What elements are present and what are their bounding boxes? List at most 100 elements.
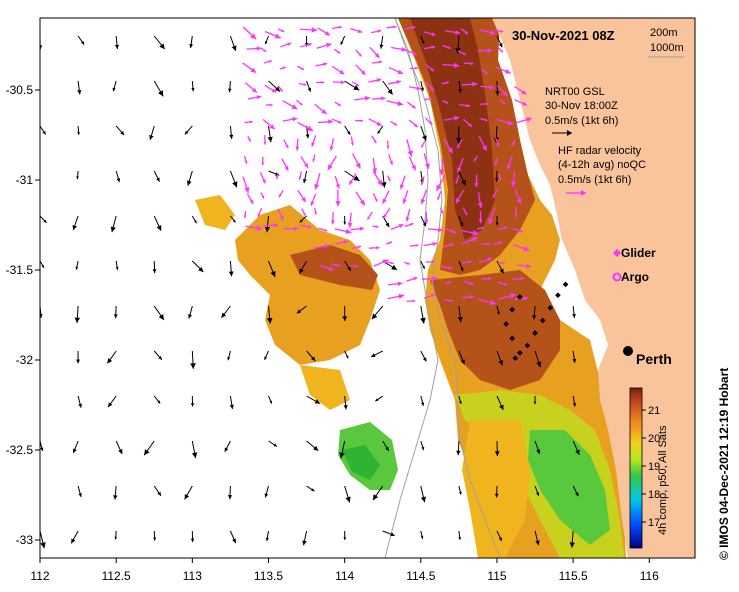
gsl-arrow	[456, 440, 461, 456]
gsl-arrow	[229, 530, 237, 544]
gsl-arrow	[420, 485, 426, 503]
hf-arrow	[424, 117, 433, 125]
glider-point	[509, 306, 516, 313]
hf-arrow	[372, 60, 383, 64]
hf-arrow	[473, 155, 478, 162]
hf-arrow	[368, 78, 382, 83]
gsl-arrow	[375, 395, 384, 402]
hf-arrow	[350, 264, 358, 268]
glider-point	[516, 294, 523, 300]
y-tick-label: -31.5	[6, 263, 34, 277]
hf-arrow	[282, 100, 298, 110]
gsl-arrow	[572, 485, 579, 497]
hf-arrow	[462, 237, 479, 245]
hf-arrow	[386, 140, 390, 149]
gsl-arrow	[76, 350, 81, 364]
hf-arrow	[442, 62, 460, 69]
gsl-arrow	[153, 530, 157, 541]
hf-arrow	[386, 175, 391, 182]
hf-arrow	[455, 189, 465, 204]
hf-arrow	[372, 193, 378, 202]
hf-arrow	[330, 212, 335, 225]
hf-arrow	[372, 170, 383, 187]
hf-arrow	[409, 66, 418, 70]
gsl-arrow	[495, 170, 499, 182]
hf-arrow	[445, 30, 461, 35]
hf-arrow	[366, 211, 373, 220]
hf-arrow	[477, 192, 483, 209]
hf-arrow	[420, 189, 427, 205]
gsl-arrow	[229, 395, 234, 410]
hf-arrow	[456, 139, 463, 149]
glider-point	[547, 304, 554, 311]
gsl-arrow	[70, 530, 79, 544]
gsl-arrow	[110, 215, 117, 233]
gsl-arrow	[458, 260, 464, 272]
hf-arrow	[444, 281, 452, 285]
colorbar-tick-label: 21	[648, 405, 660, 417]
x-tick-label: 112	[30, 569, 49, 583]
plot-frame	[39, 17, 696, 559]
hf-arrow	[329, 138, 335, 151]
hf-arrow	[463, 280, 475, 286]
gsl-arrow	[534, 485, 540, 496]
hf-arrow	[355, 64, 366, 76]
hf-arrow	[403, 261, 411, 265]
glider-legend-icon	[613, 249, 621, 257]
hf-arrow	[319, 264, 334, 271]
hf-arrow	[462, 295, 475, 299]
gsl-arrow	[458, 395, 462, 405]
hf-arrow	[263, 60, 272, 64]
x-tick-label: 115.5	[559, 569, 588, 583]
hf-arrow	[437, 191, 442, 201]
colorbar-tick-label: 20	[648, 433, 660, 445]
hf-arrow	[494, 158, 498, 166]
gsl-arrow	[221, 305, 231, 319]
gsl-arrow	[153, 35, 166, 50]
hf-arrow	[406, 277, 418, 282]
land	[492, 18, 695, 558]
hf-arrow	[244, 82, 258, 93]
gsl-arrow	[420, 350, 427, 362]
hf-arrow	[350, 27, 363, 34]
gsl-arrow	[153, 395, 161, 404]
hf-arrow	[265, 103, 273, 107]
hf-arrow	[516, 117, 532, 124]
y-tick-label: -30.5	[6, 83, 34, 97]
hf-arrow	[314, 207, 317, 215]
hf-arrow	[283, 226, 299, 231]
gsl-arrow	[496, 350, 504, 366]
hf-arrow	[300, 42, 313, 48]
gsl-arrow	[379, 35, 384, 49]
gsl-arrow	[77, 80, 82, 95]
hf-arrow	[425, 260, 435, 264]
gsl-arrow	[382, 440, 390, 452]
hf-arrow	[312, 154, 316, 162]
gsl-arrow	[496, 305, 500, 315]
glider-point	[539, 317, 546, 324]
hf-arrow	[488, 207, 496, 225]
colorbar-tick-label: 17	[648, 517, 660, 529]
hf-arrow	[243, 211, 247, 219]
gsl-velocity-arrows	[40, 35, 580, 549]
gsl-arrow	[458, 485, 462, 495]
hf-arrow	[331, 263, 341, 267]
hf-arrow	[496, 118, 514, 126]
gsl-arrow	[533, 395, 537, 405]
hf-arrow	[435, 175, 446, 192]
gsl-arrow	[306, 350, 316, 362]
hf-arrow	[492, 189, 498, 198]
hf-arrow	[427, 227, 443, 233]
hf-arrow	[512, 244, 530, 252]
gsl-arrow	[264, 350, 269, 361]
hf-arrow	[461, 81, 478, 87]
hf-arrow	[423, 293, 436, 299]
gsl-arrow	[382, 80, 394, 95]
hf-arrow	[264, 30, 281, 39]
gsl-arrow	[268, 260, 276, 278]
x-tick-label: 114	[335, 569, 354, 583]
hf-arrow	[404, 222, 414, 227]
gsl-arrow	[107, 350, 117, 364]
gsl-arrow	[227, 485, 233, 500]
hf-arrow	[510, 171, 516, 187]
